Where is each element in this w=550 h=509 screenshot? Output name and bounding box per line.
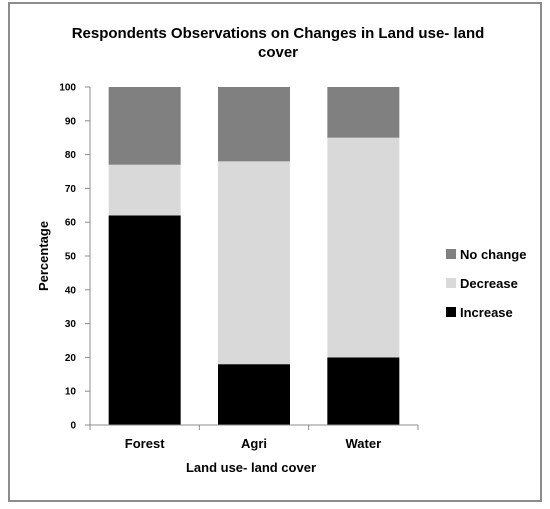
y-tick-label: 0: [70, 421, 76, 432]
bar-agri-increase: [218, 364, 290, 425]
legend: No change Decrease Increase: [446, 247, 526, 320]
y-tick-label: 30: [65, 319, 77, 330]
y-tick-label: 50: [65, 252, 77, 263]
y-tick-label: 100: [59, 83, 76, 94]
y-tick-label: 80: [65, 150, 77, 161]
legend-label: Decrease: [460, 276, 518, 291]
bar-forest-decrease: [108, 164, 181, 216]
x-tick-label: Forest: [125, 436, 165, 451]
y-tick-label: 70: [65, 184, 77, 195]
y-tick-label: 20: [65, 353, 77, 364]
x-tick-label: Water: [346, 436, 382, 451]
legend-swatch-no-change: [446, 249, 456, 259]
y-tick-label: 10: [65, 387, 77, 398]
plot-area: Forest Agri Water 0 10 20 30 40 50 60 70 80 90 100: [59, 83, 419, 451]
y-tick-label: 60: [65, 218, 77, 229]
legend-swatch-decrease: [446, 278, 456, 288]
y-axis-label: Percentage: [36, 221, 51, 291]
chart-title-line-1: Respondents Observations on Changes in L…: [72, 25, 485, 42]
bar-water-increase: [327, 357, 400, 425]
legend-label: No change: [460, 247, 526, 262]
bar-agri-no-change: [218, 87, 290, 162]
x-tick-label: Agri: [241, 436, 267, 451]
y-tick-label: 40: [65, 285, 77, 296]
bar-forest-increase: [108, 215, 181, 425]
bar-water-decrease: [327, 137, 400, 358]
bar-water-no-change: [327, 87, 400, 138]
x-axis-label: Land use- land cover: [186, 460, 316, 475]
y-tick-label: 90: [65, 116, 77, 127]
chart-title-line-2: cover: [258, 44, 298, 61]
bar-forest-no-change: [108, 87, 181, 165]
legend-swatch-increase: [446, 307, 456, 317]
bar-agri-decrease: [218, 161, 290, 365]
legend-label: Increase: [460, 305, 513, 320]
chart-title: Respondents Observations on Changes in L…: [72, 25, 485, 61]
